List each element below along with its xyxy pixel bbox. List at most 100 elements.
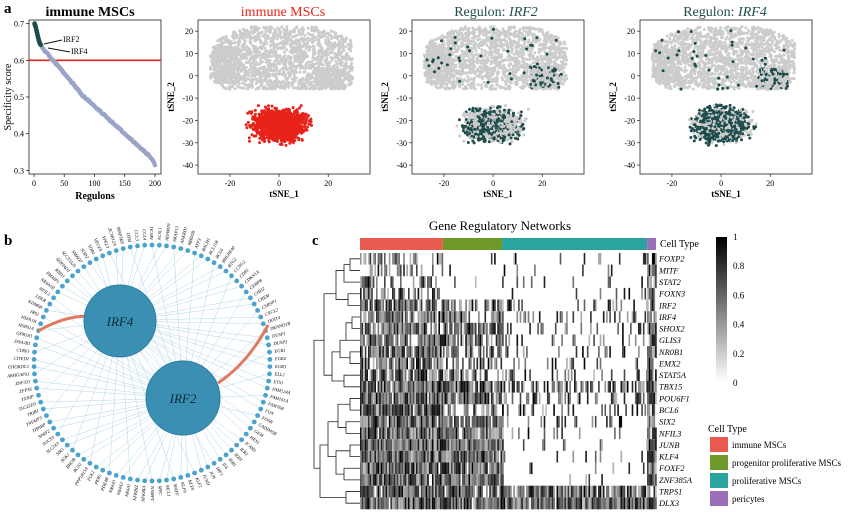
cell-point — [281, 79, 285, 83]
cell-point — [263, 123, 267, 127]
cell-point — [310, 25, 314, 29]
cell-point — [268, 84, 272, 87]
cell-point — [320, 51, 324, 55]
cell-point — [350, 57, 354, 61]
cell-point — [235, 46, 239, 50]
cell-point — [299, 66, 303, 70]
cell-point — [332, 44, 336, 48]
cell-point — [272, 125, 276, 128]
cell-point — [246, 47, 250, 51]
cell-point — [295, 26, 299, 30]
cell-point — [239, 57, 243, 61]
cell-point — [316, 37, 320, 41]
cell-point — [293, 29, 296, 33]
cell-point — [267, 135, 271, 139]
cell-point — [312, 86, 316, 90]
cell-point — [269, 37, 273, 40]
cell-point — [314, 25, 318, 29]
cell-point — [312, 51, 315, 55]
specificity-ylabel: Specificity score — [3, 63, 14, 130]
cell-point — [272, 68, 276, 72]
cell-point — [231, 34, 235, 38]
cell-point — [317, 84, 321, 87]
cell-point — [308, 39, 312, 42]
cell-point — [268, 74, 272, 78]
cell-point — [247, 136, 251, 140]
cell-point — [290, 120, 294, 124]
cell-point — [254, 60, 258, 64]
cell-point — [248, 36, 252, 40]
cell-point — [292, 71, 296, 75]
cell-point — [311, 70, 315, 74]
cell-point — [294, 66, 298, 70]
cell-point — [265, 125, 269, 129]
cell-point — [224, 64, 228, 68]
cell-point — [338, 77, 342, 81]
cell-point — [236, 40, 240, 44]
cell-point — [260, 46, 264, 50]
specificity-y-ticks: 0.30.40.50.60.7 — [14, 20, 29, 175]
cell-point — [294, 76, 298, 80]
cell-point — [271, 138, 275, 142]
cell-point — [237, 43, 241, 46]
cell-point — [286, 36, 290, 40]
cell-point — [290, 114, 294, 118]
cell-point — [283, 64, 287, 68]
cell-point — [284, 108, 288, 112]
y-tick-label: 10 — [185, 49, 193, 58]
cell-point — [241, 43, 245, 47]
cell-point — [273, 106, 277, 110]
cell-point — [326, 31, 329, 35]
cell-point — [255, 29, 259, 32]
cell-point — [278, 117, 281, 120]
cell-point — [264, 37, 267, 41]
cell-point — [282, 71, 286, 75]
specificity-title: immune MSCs — [45, 5, 135, 20]
cell-point — [305, 125, 309, 129]
cell-point — [295, 70, 298, 74]
cell-point — [264, 29, 268, 33]
cell-point — [349, 64, 353, 68]
cell-point — [284, 143, 288, 147]
cell-point — [248, 139, 251, 143]
cell-point — [466, 54, 470, 58]
cell-point — [490, 68, 494, 72]
cell-point — [282, 137, 286, 141]
cell-point — [309, 120, 313, 124]
cell-point — [278, 72, 282, 75]
cell-point — [272, 37, 276, 41]
cell-point — [244, 123, 248, 127]
x-tick-label: -20 — [225, 179, 236, 188]
cell-point — [308, 87, 312, 91]
cell-point — [305, 65, 309, 69]
cell-point — [317, 32, 321, 36]
cell-point — [219, 45, 223, 49]
cell-point — [294, 130, 298, 134]
cell-point — [304, 128, 308, 131]
cell-point — [268, 58, 272, 62]
cell-point — [238, 59, 242, 63]
cell-point — [257, 26, 261, 30]
cell-point — [253, 35, 257, 39]
cell-point — [213, 58, 217, 62]
cell-point — [446, 39, 450, 42]
cell-point — [342, 74, 346, 78]
cell-point — [287, 54, 291, 58]
cell-point — [259, 119, 263, 123]
cell-point — [293, 56, 297, 60]
cell-point — [325, 51, 329, 55]
cell-point — [261, 52, 265, 55]
cell-point — [268, 131, 272, 135]
cell-point — [278, 54, 282, 58]
cell-point — [268, 124, 272, 128]
cell-point — [333, 52, 337, 55]
cell-point — [275, 58, 279, 62]
cell-point — [346, 77, 350, 81]
cell-point — [282, 125, 286, 129]
cell-point — [340, 80, 344, 84]
cell-point — [322, 81, 325, 85]
cell-point — [316, 55, 320, 59]
cell-point — [336, 68, 340, 72]
cell-point — [227, 67, 231, 71]
cell-point — [283, 29, 287, 33]
